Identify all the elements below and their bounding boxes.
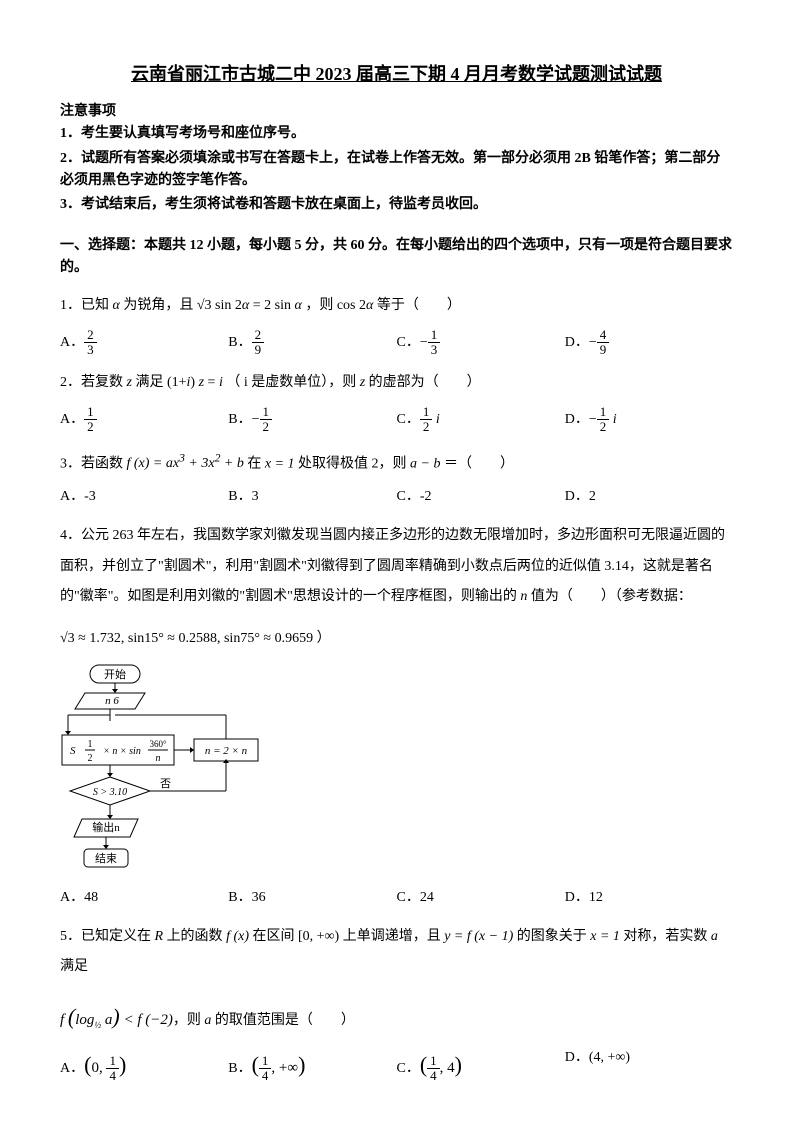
q5-mid2: 在区间 [253, 929, 295, 944]
fc-360n: 360° [149, 739, 167, 749]
q1-mid2: ，则 [305, 298, 333, 313]
q3-mid: 在 [247, 456, 261, 471]
q3-suffix: ＝（ ） [444, 456, 514, 471]
q5-mid5: 对称，若实数 [623, 929, 707, 944]
question-2: 2．若复数 z 满足 (1+i) z = i （ i 是虚数单位），则 z 的虚… [60, 369, 733, 397]
q2-eq: (1+i) z = i [167, 375, 226, 390]
q3-option-c: C．-2 [397, 486, 565, 508]
q5-option-c: C．(14, 4) [397, 1047, 565, 1083]
flowchart: 开始 n 6 S 1 2 × n × sin 360° n n = 2 × n [60, 663, 733, 873]
q2-options: A．12 B．−12 C．12 i D．−12 i [60, 405, 733, 435]
question-5: 5．已知定义在 R 上的函数 f (x) 在区间 [0, +∞) 上单调递增，且… [60, 922, 733, 984]
q5-yfx: y = f (x − 1) [441, 929, 517, 944]
q1-suffix: 等于（ ） [377, 298, 461, 313]
q2-prefix: 2．若复数 [60, 375, 123, 390]
q2-option-b: B．−12 [228, 405, 396, 435]
q4-n: n [517, 589, 531, 604]
q4-option-b: B．36 [228, 887, 396, 909]
q2-option-c: C．12 i [397, 405, 565, 435]
fc-end: 结束 [95, 852, 117, 865]
fc-no: 否 [160, 778, 171, 790]
q2-option-d: D．−12 i [565, 405, 733, 435]
fc-output: 输出n [92, 820, 120, 834]
notice-item-3: 3．考试结束后，考生须将试卷和答题卡放在桌面上，待监考员收回。 [60, 194, 733, 216]
notice-item-1: 1．考生要认真填写考场号和座位序号。 [60, 123, 733, 145]
q3-options: A．-3 B．3 C．-2 D．2 [60, 486, 733, 508]
q5-int: [0, +∞) [295, 929, 343, 944]
question-4: 4．公元 263 年左右，我国数学家刘徽发现当圆内接正多边形的边数无限增加时，多… [60, 521, 733, 613]
q1-option-c: C．−13 [397, 328, 565, 358]
q4-para-suffix: 值为（ ）（参考数据： [531, 589, 692, 604]
notice-header: 注意事项 [60, 101, 733, 123]
q5-a: a [707, 929, 718, 944]
q1-option-b: B．29 [228, 328, 396, 358]
q1-mid1: 为锐角，且 [123, 298, 193, 313]
q5-suffix: 满足 [60, 959, 88, 974]
q5-a2: a [201, 1013, 215, 1028]
q4-options: A．48 B．36 C．24 D．12 [60, 887, 733, 909]
q4-data-line: √3 ≈ 1.732, sin15° ≈ 0.2588, sin75° ≈ 0.… [60, 625, 733, 653]
exam-title: 云南省丽江市古城二中 2023 届高三下期 4 月月考数学试题测试试题 [60, 60, 733, 89]
q1-prefix: 1．已知 [60, 298, 109, 313]
q5-options: A．(0, 14) B．(14, +∞) C．(14, 4) D．(4, +∞) [60, 1047, 733, 1083]
q2-option-a: A．12 [60, 405, 228, 435]
q2-z: z [123, 375, 135, 390]
q4-data: √3 ≈ 1.732, sin15° ≈ 0.2588, sin75° ≈ 0.… [60, 631, 331, 646]
q5-option-a: A．(0, 14) [60, 1047, 228, 1083]
fc-360d: n [156, 753, 161, 764]
q2-suffix: 的虚部为（ ） [369, 375, 481, 390]
q5-option-d: D．(4, +∞) [565, 1047, 733, 1083]
q5-fx: f (x) [223, 929, 253, 944]
notice-item-2: 2．试题所有答案必须填涂或书写在答题卡上，在试卷上作答无效。第一部分必须用 2B… [60, 148, 733, 193]
fc-decision: S > 3.10 [93, 787, 127, 798]
question-1: 1．已知 α 为锐角，且 √3 sin 2α = 2 sin α ，则 cos … [60, 292, 733, 320]
flowchart-svg: 开始 n 6 S 1 2 × n × sin 360° n n = 2 × n [60, 663, 280, 873]
q5-l2-mid: ，则 [173, 1013, 201, 1028]
q1-cos: cos 2α [337, 298, 377, 313]
fc-fnum: 1 [88, 739, 93, 750]
section-1-header: 一、选择题：本题共 12 小题，每小题 5 分，共 60 分。在每小题给出的四个… [60, 235, 733, 280]
q5-mid3: 上单调递增，且 [343, 929, 441, 944]
q4-option-d: D．12 [565, 887, 733, 909]
q5-option-b: B．(14, +∞) [228, 1047, 396, 1083]
fc-S: S [70, 745, 76, 757]
question-5-line2: f (log½ a) < f (−2)，则 a 的取值范围是（ ） [60, 995, 733, 1039]
fc-fden: 2 [88, 753, 93, 764]
fc-mid: × n × sin [103, 746, 141, 757]
q3-mid2: 处取得极值 2，则 [298, 456, 407, 471]
fc-init: n 6 [105, 695, 119, 707]
q1-option-d: D．−49 [565, 328, 733, 358]
question-3: 3．若函数 f (x) = ax3 + 3x2 + b 在 x = 1 处取得极… [60, 447, 733, 479]
q3-option-a: A．-3 [60, 486, 228, 508]
q4-option-a: A．48 [60, 887, 228, 909]
q5-mid4: 的图象关于 [517, 929, 587, 944]
q4-option-c: C．24 [397, 887, 565, 909]
q1-eq1: √3 sin 2α = 2 sin α [197, 298, 305, 313]
fc-start: 开始 [104, 667, 126, 681]
q5-ineq: f (log½ a) < f (−2) [60, 1012, 173, 1028]
q1-alpha: α [109, 298, 123, 313]
q5-mid1: 上的函数 [167, 929, 223, 944]
q2-mid1: 满足 [135, 375, 163, 390]
q3-func: f (x) = ax3 + 3x2 + b [127, 456, 248, 471]
q1-options: A．23 B．29 C．−13 D．−49 [60, 328, 733, 358]
q5-R: R [151, 929, 167, 944]
q1-option-a: A．23 [60, 328, 228, 358]
q3-option-d: D．2 [565, 486, 733, 508]
q3-option-b: B．3 [228, 486, 396, 508]
q3-ab: a − b [410, 456, 444, 471]
q3-x1: x = 1 [265, 456, 298, 471]
q5-l2-suffix: 的取值范围是（ ） [215, 1013, 355, 1028]
q2-mid2: （ i 是虚数单位），则 [226, 375, 356, 390]
q5-prefix: 5．已知定义在 [60, 929, 151, 944]
q2-z2: z [356, 375, 368, 390]
fc-update: n = 2 × n [205, 745, 248, 757]
q3-prefix: 3．若函数 [60, 456, 123, 471]
q5-x1: x = 1 [587, 929, 624, 944]
